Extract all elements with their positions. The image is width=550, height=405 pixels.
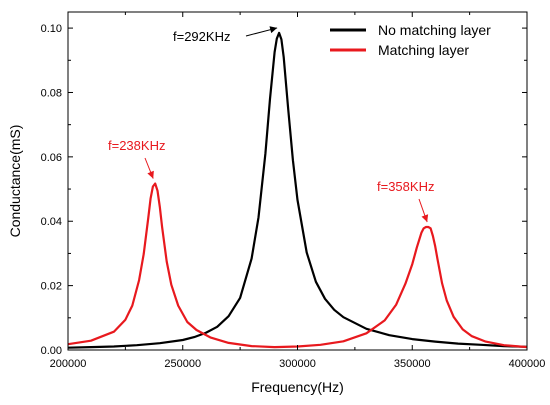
- series-layer: [67, 31, 528, 349]
- peak-annotation-label: f=238KHz: [108, 138, 165, 153]
- y-tick-label: 0.04: [41, 216, 62, 228]
- peak-annotation-arrowhead: [269, 26, 278, 34]
- series-line-matching-layer: [67, 182, 528, 349]
- x-axis-ticks: 200000 250000 300000 350000 400000: [50, 12, 546, 370]
- y-tick-label: 0.02: [41, 281, 62, 293]
- legend: No matching layer Matching layer: [330, 22, 491, 58]
- y-axis-title: Conductance(mS): [7, 125, 23, 238]
- y-tick-label: 0.00: [41, 345, 62, 357]
- x-axis-title: Frequency(Hz): [251, 379, 344, 395]
- y-tick-label: 0.08: [41, 87, 62, 99]
- legend-label-no-matching-layer: No matching layer: [378, 22, 491, 38]
- x-tick-label: 350000: [394, 358, 431, 370]
- x-tick-label: 400000: [509, 358, 546, 370]
- legend-label-matching-layer: Matching layer: [378, 42, 469, 58]
- series-line-no-matching-layer: [67, 31, 528, 349]
- y-tick-label: 0.06: [41, 152, 62, 164]
- peak-annotation-label: f=358KHz: [377, 179, 434, 194]
- annotation-layer: f=292KHz f=238KHz f=358KHz: [108, 26, 434, 223]
- y-tick-label: 0.10: [41, 23, 62, 35]
- x-tick-label: 300000: [279, 358, 316, 370]
- peak-annotation-arrowhead: [147, 170, 154, 179]
- plot-frame: [67, 11, 528, 351]
- peak-annotation-label: f=292KHz: [173, 29, 230, 44]
- peak-annotation-arrowhead: [421, 214, 429, 223]
- x-tick-label: 250000: [164, 358, 201, 370]
- y-axis-ticks: 0.00 0.02 0.04 0.06 0.08 0.10: [41, 23, 527, 357]
- x-tick-label: 200000: [50, 358, 87, 370]
